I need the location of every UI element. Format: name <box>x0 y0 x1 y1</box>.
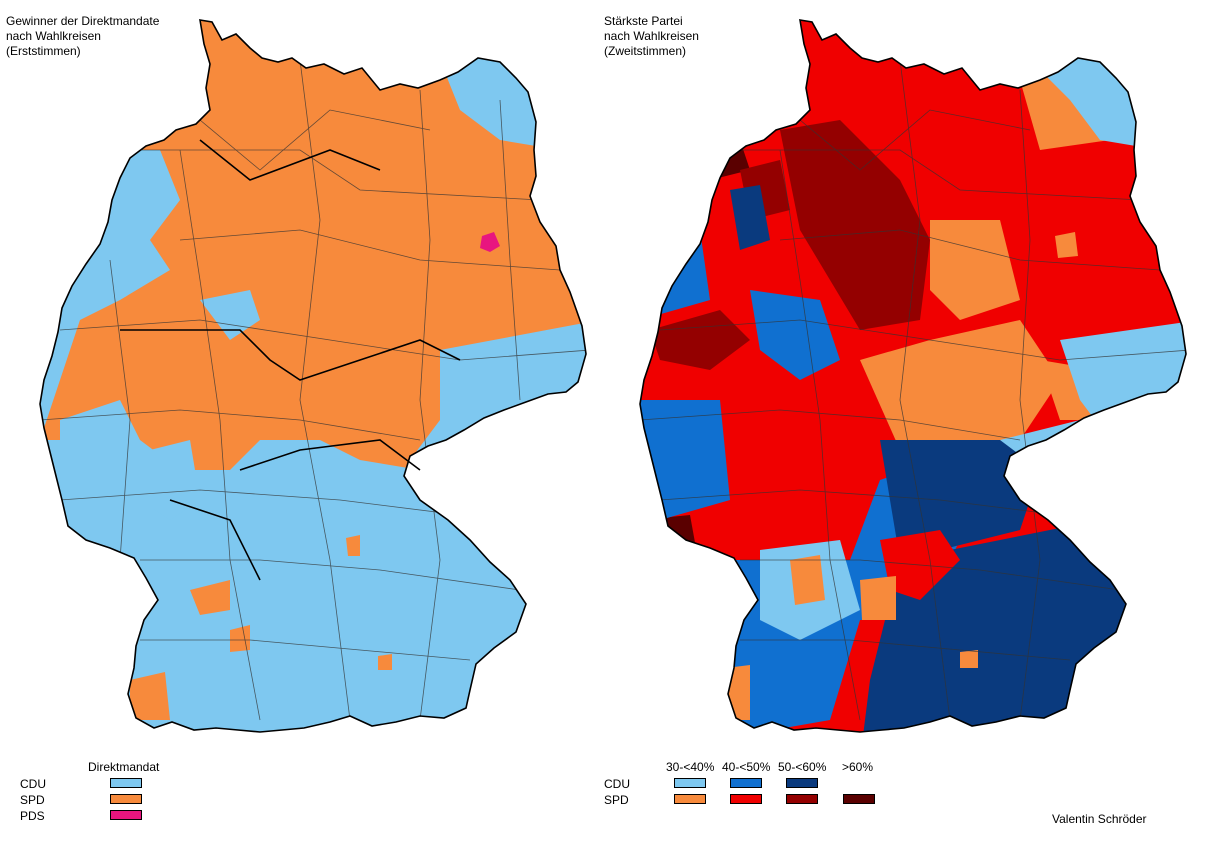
left-legend-spd-label: SPD <box>20 793 45 807</box>
right-map-title: Stärkste Partei nach Wahlkreisen (Zweits… <box>604 14 699 58</box>
right-legend-spd-label: SPD <box>604 793 629 807</box>
author-credit: Valentin Schröder <box>1052 812 1147 826</box>
right-legend-col-2: 40-<50% <box>722 760 771 774</box>
right-legend-cdu-50-60-swatch <box>786 778 818 788</box>
left-legend-cdu-label: CDU <box>20 777 46 791</box>
right-legend-cdu-label: CDU <box>604 777 630 791</box>
left-legend-cdu-swatch <box>110 778 142 788</box>
left-legend-pds-swatch <box>110 810 142 820</box>
right-germany-map <box>639 19 1187 733</box>
left-germany-map <box>39 19 587 733</box>
right-legend-col-1: 30-<40% <box>666 760 715 774</box>
right-legend-spd-30-40-swatch <box>674 794 706 804</box>
right-legend-spd-40-50-swatch <box>730 794 762 804</box>
right-legend-cdu-40-50-swatch <box>730 778 762 788</box>
left-legend-header: Direktmandat <box>88 760 160 774</box>
left-legend-spd-swatch <box>110 794 142 804</box>
right-legend-col-3: 50-<60% <box>778 760 827 774</box>
right-legend-col-4: >60% <box>842 760 874 774</box>
right-legend-spd-over-60-swatch <box>843 794 875 804</box>
left-map-title: Gewinner der Direktmandate nach Wahlkrei… <box>6 14 160 58</box>
right-legend-cdu-30-40-swatch <box>674 778 706 788</box>
left-legend-pds-label: PDS <box>20 809 45 823</box>
right-legend-spd-50-60-swatch <box>786 794 818 804</box>
